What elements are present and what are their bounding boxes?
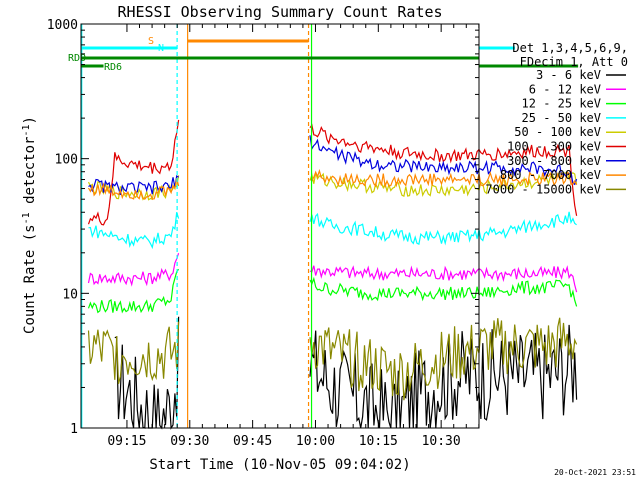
- legend-label-1: 3 - 6 keV: [536, 68, 601, 82]
- series-3-segment-2: [309, 276, 578, 307]
- series-2-segment-1: [87, 253, 180, 287]
- x-tick-label-3: 09:45: [233, 434, 272, 449]
- x-tick-label-4: 10:00: [296, 434, 335, 449]
- axes-layer: 1 10 100 1000 09:15 09:30 09:45 10:00 10:15 10:30: [47, 18, 480, 449]
- legend-label-4: 25 - 50 keV: [522, 111, 601, 125]
- flag-label-rd6: RD6: [104, 62, 122, 73]
- y-tick-label-1: 1: [70, 422, 78, 437]
- series-4-segment-2: [309, 211, 577, 246]
- flag-label-rdo: RDO: [68, 53, 86, 64]
- series-layer: [87, 119, 578, 430]
- series-3-segment-1: [87, 268, 180, 314]
- footer-timestamp: 20-Oct-2021 23:51: [554, 468, 636, 477]
- series-9-segment-1: [87, 321, 180, 385]
- x-tick-label-5: 10:15: [359, 434, 398, 449]
- legend-label-2: 6 - 12 keV: [529, 82, 601, 96]
- chart-title: RHESSI Observing Summary Count Rates: [117, 3, 442, 21]
- legend-label-7: 300 - 800 keV: [507, 154, 601, 168]
- y-tick-label-3: 100: [55, 153, 78, 168]
- legend-label-8: 800 - 7000 keV: [500, 168, 601, 182]
- legend: Det 1,3,4,5,6,9, FDecim 1, Att 0 3 - 6 k…: [485, 41, 628, 196]
- series-7-segment-1: [88, 174, 179, 196]
- series-8-segment-2: [309, 168, 578, 189]
- x-tick-label-6: 10:30: [422, 434, 461, 449]
- y-axis-label: Count Rate (s-1 detector-1): [21, 116, 38, 334]
- y-tick-label-2: 10: [62, 287, 78, 302]
- event-lines-layer: [81, 24, 313, 428]
- x-tick-label-2: 09:30: [170, 434, 209, 449]
- x-tick-label-1: 09:15: [107, 434, 146, 449]
- legend-label-3: 12 - 25 keV: [522, 97, 601, 111]
- series-7-segment-2: [309, 135, 578, 186]
- legend-label-6: 100 - 300 keV: [507, 140, 601, 154]
- y-tick-label-4: 1000: [47, 18, 78, 33]
- legend-label-9: 7000 - 15000 keV: [485, 182, 601, 196]
- plot-frame: [80, 23, 480, 429]
- flag-label-n: N: [158, 43, 164, 54]
- series-5-segment-1: [87, 175, 180, 201]
- series-4-segment-1: [88, 212, 180, 250]
- series-8-segment-1: [87, 178, 180, 200]
- x-axis-label: Start Time (10-Nov-05 09:04:02): [149, 457, 410, 473]
- series-2-segment-2: [309, 265, 578, 293]
- flags-layer: RDO RD6 SN: [68, 36, 579, 73]
- series-6-segment-1: [87, 119, 180, 226]
- legend-header-detectors: Det 1,3,4,5,6,9,: [512, 41, 628, 55]
- legend-label-5: 50 - 100 keV: [514, 125, 601, 139]
- flag-label-s: S: [148, 36, 154, 47]
- legend-header-decimation: FDecim 1, Att 0: [520, 55, 628, 69]
- series-9-segment-2: [309, 317, 578, 401]
- series-1-segment-1: [114, 316, 180, 430]
- series-5-segment-2: [309, 172, 578, 197]
